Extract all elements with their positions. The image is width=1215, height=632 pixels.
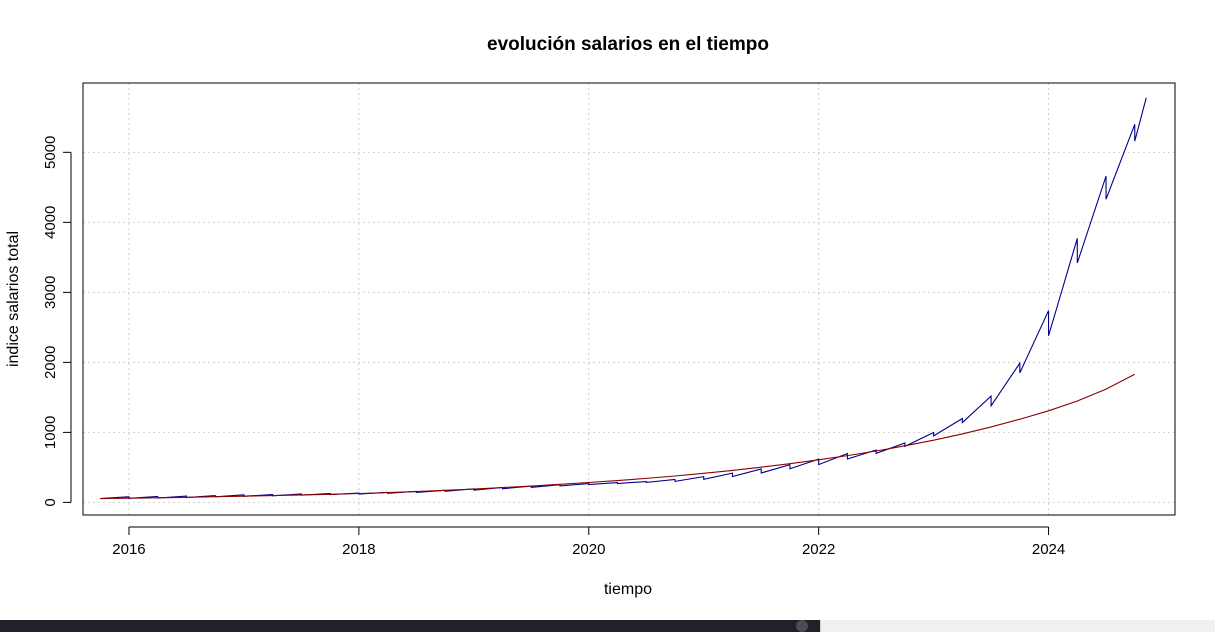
- y-tick-label: 0: [42, 498, 59, 506]
- x-tick-label: 2024: [1032, 541, 1065, 558]
- taskbar-scroll-handle[interactable]: [796, 620, 808, 632]
- x-axis-label: tiempo: [604, 581, 652, 598]
- series-line-1: [100, 97, 1147, 500]
- y-tick-label: 5000: [42, 136, 59, 169]
- y-tick-label: 3000: [42, 276, 59, 309]
- y-tick-label: 1000: [42, 416, 59, 449]
- x-axis: 2016 2018 2020 2022 2024: [112, 526, 1065, 558]
- chart-title: evolución salarios en el tiempo: [487, 34, 769, 55]
- y-axis: 0 1000 2000 3000 4000 5000: [42, 136, 72, 507]
- x-tick-label: 2022: [802, 541, 835, 558]
- y-tick-label: 4000: [42, 206, 59, 239]
- series-line-2: [100, 373, 1136, 500]
- y-tick-label: 2000: [42, 346, 59, 379]
- series-group: [100, 97, 1147, 500]
- x-tick-label: 2018: [342, 541, 375, 558]
- x-tick-label: 2020: [572, 541, 605, 558]
- plot-frame: [82, 82, 1176, 516]
- grid: [83, 83, 1175, 515]
- taskbar: [0, 620, 820, 632]
- y-axis-label: indice salarios total: [5, 231, 22, 367]
- window-strip: [820, 620, 1215, 632]
- x-tick-label: 2016: [112, 541, 145, 558]
